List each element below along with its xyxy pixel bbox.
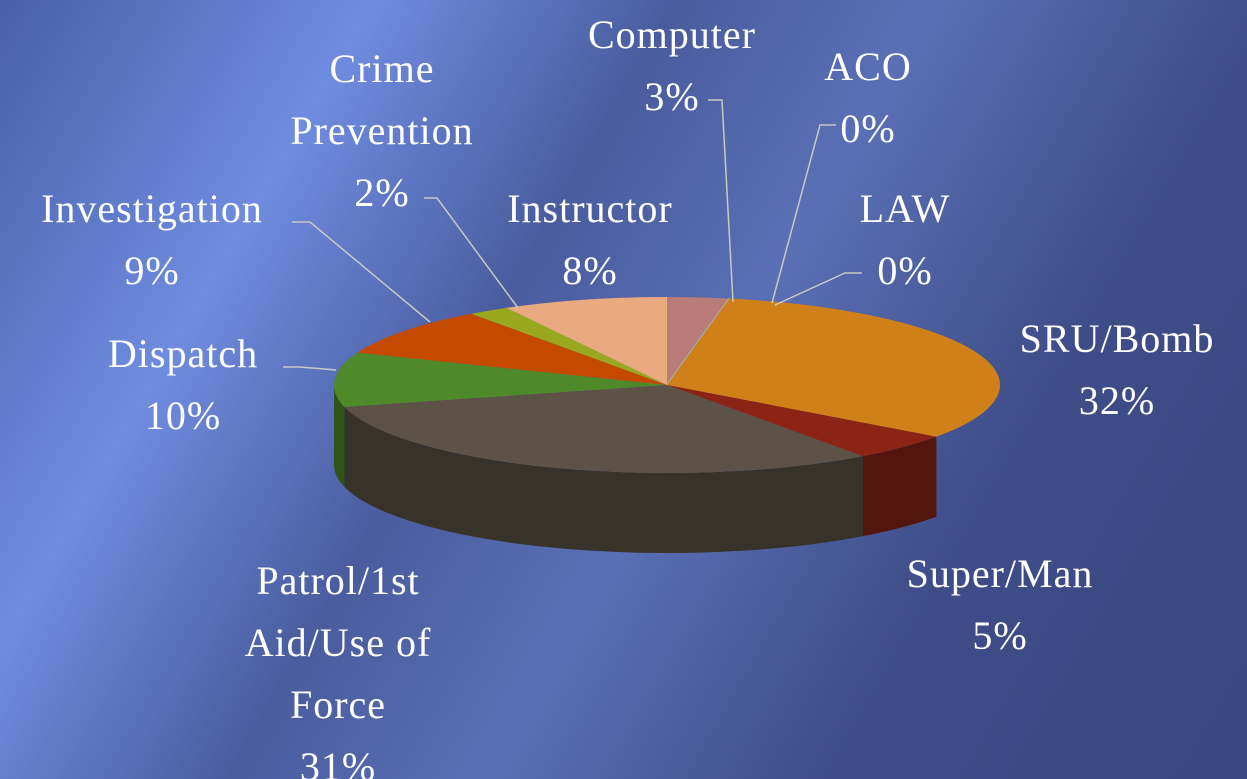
slice-label: Super/Man 5% bbox=[850, 543, 1150, 667]
slice-label: Patrol/1st Aid/Use of Force 31% bbox=[208, 550, 468, 779]
slice-label: Computer 3% bbox=[522, 4, 822, 128]
category-label: Computer bbox=[588, 12, 756, 57]
value-label: 0% bbox=[877, 248, 933, 293]
value-label: 31% bbox=[299, 744, 377, 779]
slice bbox=[667, 385, 937, 457]
leader-line bbox=[283, 366, 337, 371]
slice-label: SRU/Bomb 32% bbox=[987, 308, 1247, 432]
slice bbox=[667, 298, 1000, 437]
leader-line bbox=[774, 272, 862, 306]
pie-sides bbox=[334, 385, 937, 553]
value-label: 3% bbox=[644, 74, 700, 119]
leader-lines bbox=[283, 99, 862, 371]
value-label: 32% bbox=[1078, 378, 1156, 423]
leader-line bbox=[292, 221, 431, 323]
category-label: ACO bbox=[824, 44, 912, 89]
category-label: Crime Prevention bbox=[290, 46, 474, 153]
slice bbox=[506, 297, 667, 385]
category-label: Dispatch bbox=[107, 331, 259, 376]
slice bbox=[334, 352, 667, 407]
value-label: 10% bbox=[144, 393, 222, 438]
slice-label: ACO 0% bbox=[768, 36, 968, 160]
pie-tops bbox=[334, 297, 1000, 473]
category-label: Instructor bbox=[507, 186, 673, 231]
slice bbox=[357, 313, 667, 385]
slice-label: Crime Prevention 2% bbox=[262, 38, 502, 224]
leader-line bbox=[708, 99, 734, 303]
value-label: 5% bbox=[972, 613, 1028, 658]
category-label: Investigation bbox=[41, 186, 263, 231]
slice-side bbox=[334, 385, 345, 487]
slice bbox=[344, 385, 863, 473]
leader-line bbox=[771, 124, 836, 304]
value-label: 0% bbox=[840, 106, 896, 151]
leader-line bbox=[424, 197, 519, 309]
slice-label: Instructor 8% bbox=[460, 178, 720, 302]
value-label: 9% bbox=[124, 248, 180, 293]
category-label: SRU/Bomb bbox=[1019, 316, 1215, 361]
value-label: 8% bbox=[562, 248, 618, 293]
category-label: LAW bbox=[859, 186, 951, 231]
category-label: Patrol/1st Aid/Use of Force bbox=[244, 558, 432, 727]
slice bbox=[471, 307, 667, 385]
slice-side bbox=[344, 406, 863, 553]
category-label: Super/Man bbox=[906, 551, 1094, 596]
slice-side bbox=[862, 436, 937, 537]
slice-label: Investigation 9% bbox=[2, 178, 302, 302]
slice-label: LAW 0% bbox=[805, 178, 1005, 302]
slice-label: Dispatch 10% bbox=[63, 323, 303, 447]
value-label: 2% bbox=[354, 170, 410, 215]
